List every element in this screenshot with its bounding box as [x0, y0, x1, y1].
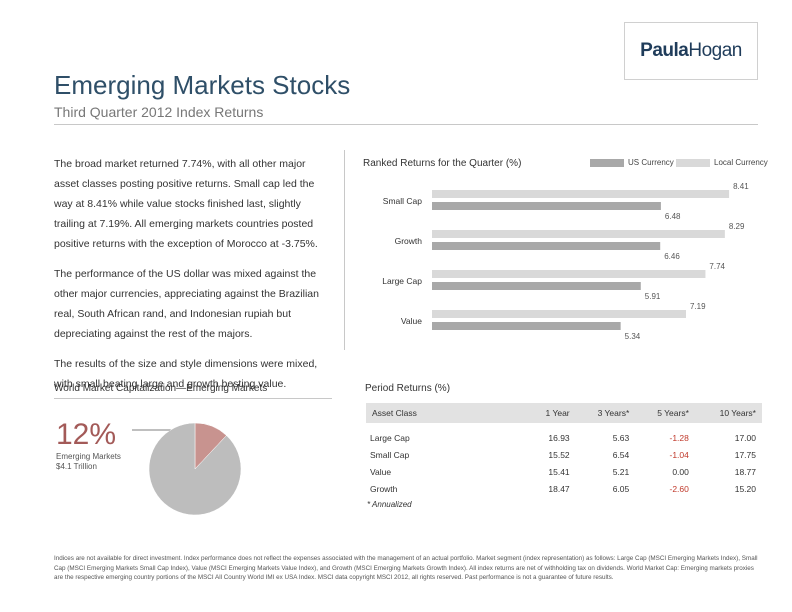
data-label: 8.29 [729, 222, 745, 231]
table-cell: 5.21 [612, 466, 630, 477]
ranked-returns-chart: Small Cap 8.41 6.48 Growth 8.29 6.46 Large Cap… [382, 182, 749, 341]
table-cell: 17.75 [734, 449, 756, 460]
period-returns-table: Asset Class 1 Year 3 Years* 5 Years* 10 … [366, 403, 762, 497]
column-header: 5 Years* [635, 403, 695, 423]
legend-us-currency: US Currency [590, 158, 674, 167]
table-cell: 16.93 [548, 432, 570, 443]
table-cell: -1.28 [669, 432, 689, 443]
bar-chart-title: Ranked Returns for the Quarter (%) [363, 158, 522, 169]
emerging-markets-label: Emerging Markets $4.1 Trillion [56, 452, 121, 472]
pie-slice-rest [148, 422, 242, 516]
table-cell: -1.04 [669, 449, 689, 460]
table-cell: Value [370, 466, 392, 477]
pie-highlight-label: Emerging Markets [56, 452, 121, 461]
table-header-row: Asset Class 1 Year 3 Years* 5 Years* 10 … [366, 403, 762, 423]
bar-us [432, 322, 621, 330]
logo-part-2: Hogan [688, 40, 742, 61]
data-label: 6.46 [664, 252, 680, 261]
page-title: Emerging Markets Stocks [54, 70, 351, 100]
column-header: 1 Year [528, 403, 576, 423]
table-cell: Small Cap [370, 449, 410, 460]
data-label: 7.74 [709, 262, 725, 271]
category-label: Growth [395, 236, 423, 246]
commentary-paragraph: The results of the size and style dimens… [54, 358, 318, 390]
table-cell: 6.05 [612, 483, 630, 494]
legend-label-us: US Currency [628, 158, 674, 167]
table-row: Large Cap 16.93 5.63 -1.28 17.00 [366, 429, 762, 446]
table-cell: Growth [370, 483, 398, 494]
data-label: 5.91 [645, 292, 661, 301]
commentary-paragraph: The broad market returned 7.74%, with al… [54, 158, 318, 250]
column-header: Asset Class [366, 403, 528, 423]
table-cell: 5.63 [612, 432, 630, 443]
column-divider [344, 150, 345, 350]
column-header: 3 Years* [575, 403, 636, 423]
table-cell: 15.52 [548, 449, 570, 460]
table-cell: 0.00 [672, 466, 689, 477]
data-label: 6.48 [665, 212, 681, 221]
market-cap-pie-chart [132, 422, 242, 516]
bar-local [432, 310, 686, 318]
emerging-markets-percent: 12% [56, 418, 117, 451]
legend-label-local: Local Currency [714, 158, 768, 167]
table-cell: 15.20 [734, 483, 756, 494]
table-cell: Large Cap [370, 432, 410, 443]
logo-part-1: Paula [640, 40, 689, 61]
bar-local [432, 190, 730, 198]
bar-local [432, 270, 706, 278]
commentary-paragraph: The performance of the US dollar was mix… [54, 268, 319, 340]
table-cell: 18.47 [548, 483, 570, 494]
commentary: The broad market returned 7.74%, with al… [54, 154, 329, 404]
pie-highlight-value: $4.1 Trillion [56, 462, 97, 471]
legend-swatch-us [590, 158, 624, 167]
table-row: Value 15.41 5.21 0.00 18.77 [366, 463, 762, 480]
data-label: 7.19 [690, 302, 706, 311]
paula-hogan-logo: Paula Hogan [624, 22, 758, 80]
bar-us [432, 282, 641, 290]
bar-us [432, 202, 661, 210]
column-header: 10 Years* [694, 403, 762, 423]
bar-us [432, 242, 661, 250]
category-label: Value [401, 316, 422, 326]
table-cell: -2.60 [669, 483, 689, 494]
period-returns-title: Period Returns (%) [365, 383, 451, 394]
legend-swatch-local [676, 158, 710, 167]
disclaimer-text: Indices are not available for direct inv… [54, 555, 758, 581]
pie-divider [54, 398, 332, 399]
pie-chart-title: World Market Capitalization—Emerging Mar… [54, 383, 268, 394]
table-cell: 18.77 [734, 466, 756, 477]
table-cell: 6.54 [612, 449, 630, 460]
data-label: 8.41 [733, 182, 749, 191]
legend-local-currency: Local Currency [676, 158, 768, 167]
annualized-footnote: * Annualized [367, 500, 412, 509]
category-label: Large Cap [382, 276, 422, 286]
category-label: Small Cap [383, 196, 422, 206]
bar-local [432, 230, 725, 238]
data-label: 5.34 [625, 332, 641, 341]
header-divider [54, 124, 758, 125]
table-row: Small Cap 15.52 6.54 -1.04 17.75 [366, 446, 762, 463]
table-row: Growth 18.47 6.05 -2.60 15.20 [366, 480, 762, 497]
table-cell: 17.00 [734, 432, 756, 443]
page-subtitle: Third Quarter 2012 Index Returns [54, 104, 264, 120]
table-cell: 15.41 [548, 466, 570, 477]
